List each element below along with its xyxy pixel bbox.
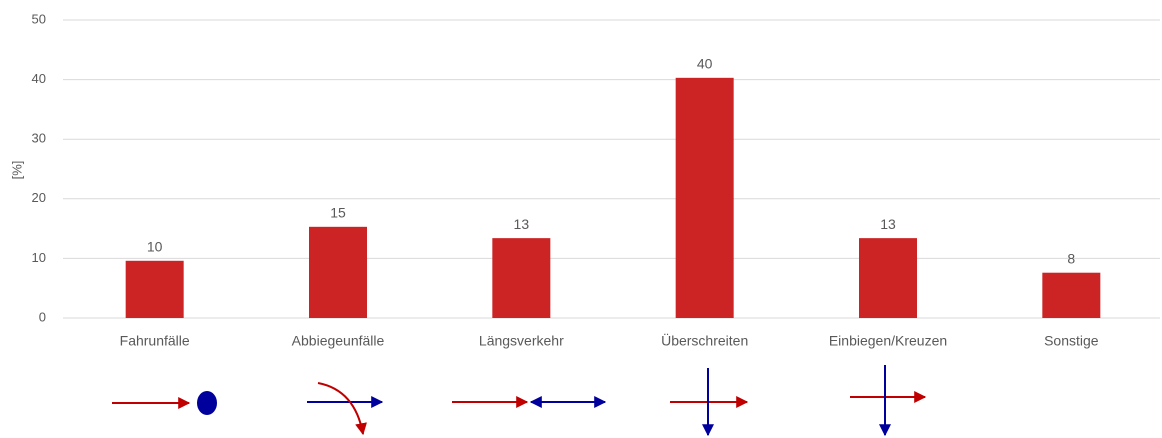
data-label: 15 (330, 205, 346, 221)
x-tick-label: Längsverkehr (479, 333, 564, 349)
y-axis-label: [%] (9, 161, 24, 180)
data-label: 13 (880, 216, 896, 232)
bar (125, 260, 184, 318)
x-tick-label: Abbiegeunfälle (292, 333, 385, 349)
x-tick-label: Fahrunfälle (120, 333, 190, 349)
icons (112, 365, 927, 437)
x-tick-label: Überschreiten (661, 332, 748, 349)
x-tick-label: Einbiegen/Kreuzen (829, 333, 947, 349)
bar (1042, 272, 1101, 318)
bar (675, 77, 734, 318)
y-tick-label: 40 (32, 71, 46, 86)
y-tick-label: 50 (32, 11, 46, 26)
x-tick-label: Sonstige (1044, 333, 1099, 349)
bar (309, 226, 367, 318)
bar (492, 238, 551, 318)
y-tick-label: 30 (32, 131, 46, 146)
y-tick-label: 10 (32, 250, 46, 265)
data-label: 8 (1067, 250, 1075, 266)
bar (859, 238, 917, 318)
data-label: 10 (147, 238, 163, 254)
y-tick-label: 20 (32, 190, 46, 205)
data-label: 40 (697, 56, 713, 72)
y-tick-label: 0 (39, 309, 46, 324)
data-label: 13 (514, 216, 530, 232)
